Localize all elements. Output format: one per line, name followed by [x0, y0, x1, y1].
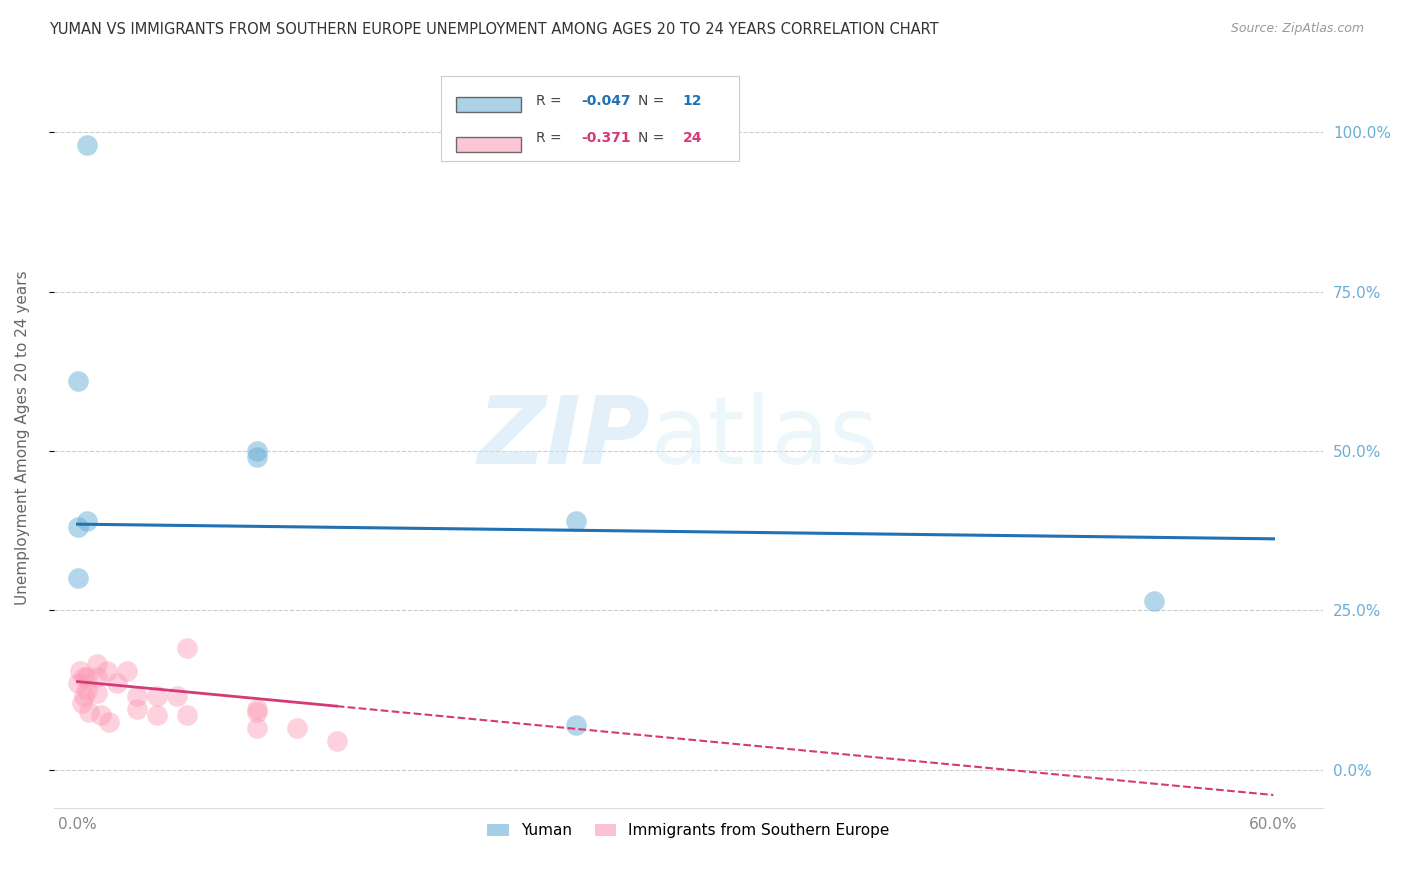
Point: [117, 664, 139, 678]
Point: [70, 696, 93, 710]
Point: [127, 702, 149, 716]
Point: [66, 520, 89, 534]
Point: [66, 676, 89, 690]
Legend: Yuman, Immigrants from Southern Europe: Yuman, Immigrants from Southern Europe: [481, 817, 896, 845]
Point: [285, 721, 308, 735]
Point: [1143, 593, 1166, 607]
Point: [69, 664, 91, 678]
Text: Source: ZipAtlas.com: Source: ZipAtlas.com: [1230, 22, 1364, 36]
Point: [76, 670, 98, 684]
Point: [66, 374, 89, 388]
Point: [166, 690, 188, 704]
Point: [66, 571, 89, 585]
Point: [105, 676, 128, 690]
Point: [565, 514, 588, 528]
Point: [86, 686, 108, 700]
Point: [176, 708, 198, 723]
Point: [76, 514, 98, 528]
Point: [246, 702, 269, 716]
Point: [565, 718, 588, 732]
Text: YUMAN VS IMMIGRANTS FROM SOUTHERN EUROPE UNEMPLOYMENT AMONG AGES 20 TO 24 YEARS : YUMAN VS IMMIGRANTS FROM SOUTHERN EUROPE…: [49, 22, 939, 37]
Point: [79, 705, 101, 719]
Y-axis label: Unemployment Among Ages 20 to 24 years: Unemployment Among Ages 20 to 24 years: [15, 271, 30, 606]
Point: [86, 657, 108, 672]
Point: [146, 708, 169, 723]
Point: [76, 682, 98, 697]
Point: [90, 708, 112, 723]
Text: ZIP: ZIP: [478, 392, 651, 484]
Point: [246, 450, 269, 465]
Point: [72, 670, 94, 684]
Point: [246, 721, 269, 735]
Point: [86, 670, 108, 684]
Point: [146, 690, 169, 704]
Point: [325, 734, 347, 748]
Point: [72, 690, 94, 704]
Point: [246, 705, 269, 719]
Point: [176, 641, 198, 656]
Point: [246, 443, 269, 458]
Point: [96, 664, 118, 678]
Point: [98, 714, 121, 729]
Text: atlas: atlas: [651, 392, 879, 484]
Point: [76, 138, 98, 153]
Point: [127, 690, 149, 704]
